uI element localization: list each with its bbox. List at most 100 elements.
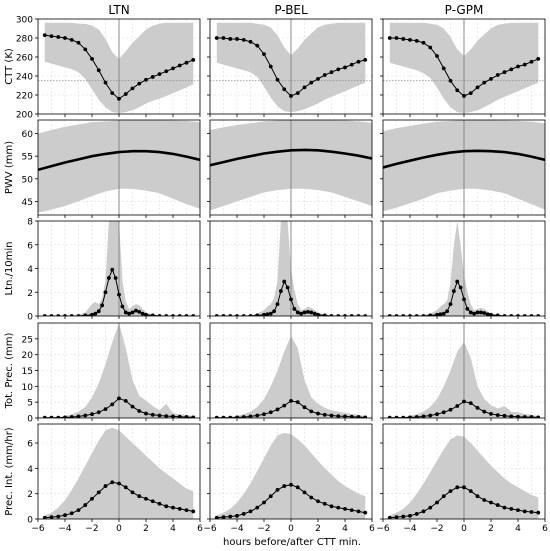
data-point	[299, 312, 303, 316]
panel-tot-prec-mm-p-gpm	[380, 323, 545, 421]
data-point	[104, 484, 108, 488]
data-point	[303, 405, 307, 409]
data-point	[50, 515, 54, 519]
data-point	[110, 480, 114, 484]
data-point	[279, 289, 283, 293]
data-point	[151, 499, 155, 503]
data-point	[269, 410, 273, 414]
data-point	[137, 409, 141, 413]
panel-tot-prec-mm-p-bel	[207, 323, 372, 421]
data-point	[93, 312, 97, 316]
data-point	[124, 92, 128, 96]
data-point	[316, 499, 320, 503]
data-point	[289, 297, 293, 301]
panel-ltn-10min-p-gpm	[380, 221, 545, 319]
y-tick-label: 0	[27, 415, 33, 425]
data-point	[408, 38, 412, 42]
data-point	[357, 60, 361, 64]
data-point	[309, 311, 313, 315]
data-point	[435, 412, 439, 416]
data-point	[395, 515, 399, 519]
x-tick-label: 6	[369, 524, 375, 534]
data-point	[249, 510, 253, 514]
data-point	[401, 37, 405, 41]
data-point	[330, 414, 334, 418]
y-tick-label: 280	[16, 35, 33, 45]
data-point	[137, 82, 141, 86]
data-point	[292, 307, 296, 311]
data-point	[422, 41, 426, 45]
data-point	[449, 489, 453, 493]
data-point	[70, 511, 74, 515]
data-point	[496, 503, 500, 507]
panel-pwv-mm-ltn: 45505560	[22, 120, 200, 218]
data-point	[482, 81, 486, 85]
data-point	[482, 311, 486, 315]
data-point	[323, 413, 327, 417]
data-point	[445, 309, 449, 313]
panel-pwv-mm-p-gpm	[380, 120, 545, 218]
x-tick-label: −4	[230, 524, 244, 534]
data-point	[77, 41, 81, 45]
data-point	[137, 310, 141, 314]
y-tick-label: 300	[16, 16, 33, 26]
data-point	[282, 87, 286, 91]
data-point	[476, 86, 480, 90]
x-tick-label: −2	[430, 524, 443, 534]
data-point	[469, 91, 473, 95]
y-axis-label-ctt: CTT (K)	[4, 48, 15, 85]
data-point	[357, 510, 361, 514]
panel-tot-prec-mm-ltn: 0510152025	[22, 323, 200, 425]
x-tick-label: 4	[342, 524, 348, 534]
data-point	[316, 412, 320, 416]
data-point	[70, 38, 74, 42]
data-point	[296, 91, 300, 95]
data-point	[516, 508, 520, 512]
data-point	[415, 512, 419, 516]
data-point	[83, 48, 87, 52]
data-point	[442, 312, 446, 316]
data-point	[83, 314, 87, 318]
y-tick-label: 6	[27, 241, 33, 251]
y-axis-label-total-precip: Tot. Prec. (mm)	[4, 332, 15, 409]
x-tick-label: −6	[31, 524, 45, 534]
data-point	[235, 37, 239, 41]
y-tick-label: 8	[27, 218, 33, 228]
y-tick-label: 2	[27, 490, 33, 500]
data-point	[178, 507, 182, 511]
data-point	[323, 314, 327, 318]
x-tick-label: 4	[170, 524, 176, 534]
data-point	[415, 39, 419, 43]
data-point	[428, 314, 432, 318]
data-point	[83, 503, 87, 507]
data-point	[330, 504, 334, 508]
data-point	[530, 60, 534, 64]
data-point	[479, 311, 483, 315]
data-point	[141, 312, 145, 316]
data-point	[442, 67, 446, 71]
data-point	[104, 290, 108, 294]
data-point	[117, 396, 121, 400]
data-point	[262, 52, 266, 56]
data-point	[144, 497, 148, 501]
x-tick-label: 6	[197, 524, 203, 534]
data-point	[482, 498, 486, 502]
data-point	[158, 414, 162, 418]
data-point	[164, 69, 168, 73]
data-point	[303, 86, 307, 90]
x-tick-label: −4	[403, 524, 417, 534]
data-point	[56, 515, 60, 519]
data-point	[100, 303, 104, 307]
data-point	[97, 309, 101, 313]
data-point	[185, 61, 189, 65]
data-point	[395, 36, 399, 40]
data-point	[144, 78, 148, 82]
data-point	[117, 293, 121, 297]
data-point	[449, 79, 453, 83]
data-point	[110, 91, 114, 95]
x-tick-label: 0	[288, 524, 294, 534]
data-point	[265, 312, 269, 316]
data-point	[350, 508, 354, 512]
data-point	[137, 494, 141, 498]
data-point	[489, 77, 493, 81]
